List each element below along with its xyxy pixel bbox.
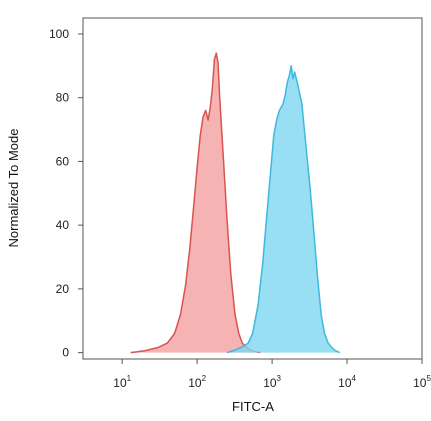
x-tick-label: 103 — [263, 374, 281, 390]
y-tick-label: 80 — [56, 91, 70, 105]
series-2-outline — [226, 65, 341, 354]
x-tick-label: 101 — [113, 374, 131, 390]
x-axis-ticks: 101 102 103 104 105 — [113, 359, 431, 390]
y-axis-ticks: 0 20 40 60 80 100 — [49, 27, 83, 360]
y-tick-label: 40 — [56, 218, 70, 232]
series-layer — [130, 52, 341, 354]
y-tick-label: 100 — [49, 27, 69, 41]
series-2-area — [227, 65, 340, 353]
y-tick-label: 0 — [62, 346, 69, 360]
plot-frame — [82, 17, 423, 360]
series-1-area — [130, 53, 261, 353]
series-1-outline — [130, 52, 261, 354]
x-tick-label: 104 — [338, 374, 356, 390]
x-axis-title: FITC-A — [232, 399, 274, 414]
y-tick-label: 20 — [56, 282, 70, 296]
x-tick-label: 102 — [188, 374, 206, 390]
y-axis-title: Normalized To Mode — [6, 129, 21, 248]
x-tick-label: 105 — [413, 374, 431, 390]
y-tick-label: 60 — [56, 154, 70, 168]
